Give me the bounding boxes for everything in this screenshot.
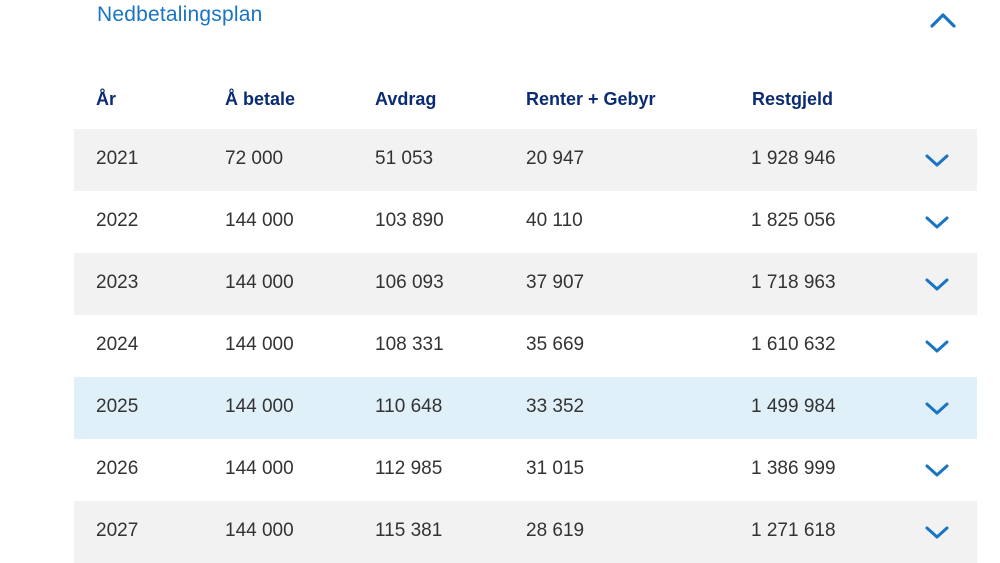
table-row[interactable]: 2024 144 000 108 331 35 669 1 610 632 [74, 315, 977, 377]
cell-to-pay: 144 000 [225, 334, 294, 355]
column-header-to-pay: Å betale [225, 89, 296, 109]
table-row[interactable]: 2026 144 000 112 985 31 015 1 386 999 [74, 439, 977, 501]
cell-year: 2023 [96, 272, 139, 293]
table-row[interactable]: 2025 144 000 110 648 33 352 1 499 984 [74, 377, 977, 439]
cell-interest-fee: 31 015 [526, 458, 585, 479]
chevron-down-icon[interactable] [924, 211, 950, 233]
cell-year: 2021 [96, 148, 139, 169]
chevron-down-icon[interactable] [924, 335, 950, 357]
column-header-remaining: Restgjeld [752, 89, 834, 109]
section-header: Nedbetalingsplan [0, 0, 1000, 40]
cell-to-pay: 144 000 [225, 458, 294, 479]
cell-to-pay: 144 000 [225, 272, 294, 293]
cell-year: 2025 [96, 396, 139, 417]
cell-year: 2022 [96, 210, 139, 231]
cell-installment: 112 985 [375, 458, 443, 479]
column-header-interest-fee: Renter + Gebyr [526, 89, 656, 109]
table-row[interactable]: 2023 144 000 106 093 37 907 1 718 963 [74, 253, 977, 315]
table-row[interactable]: 2022 144 000 103 890 40 110 1 825 056 [74, 191, 977, 253]
cell-installment: 51 053 [375, 148, 434, 169]
chevron-down-icon[interactable] [924, 459, 950, 481]
cell-to-pay: 144 000 [225, 520, 294, 541]
cell-interest-fee: 40 110 [526, 210, 583, 231]
chevron-down-icon[interactable] [924, 273, 950, 295]
table-row[interactable]: 2021 72 000 51 053 20 947 1 928 946 [74, 129, 977, 191]
cell-remaining: 1 825 056 [751, 210, 836, 231]
chevron-down-icon[interactable] [924, 521, 950, 543]
payment-plan-table: 2021 72 000 51 053 20 947 1 928 946 2022… [74, 129, 977, 563]
cell-interest-fee: 37 907 [526, 272, 585, 293]
cell-year: 2026 [96, 458, 139, 479]
cell-to-pay: 144 000 [225, 396, 294, 417]
cell-year: 2027 [96, 520, 139, 541]
cell-remaining: 1 499 984 [751, 396, 836, 417]
cell-installment: 115 381 [375, 520, 443, 541]
cell-remaining: 1 386 999 [751, 458, 836, 479]
cell-interest-fee: 20 947 [526, 148, 585, 169]
cell-remaining: 1 610 632 [751, 334, 836, 355]
chevron-down-icon[interactable] [924, 149, 950, 171]
cell-remaining: 1 718 963 [751, 272, 836, 293]
column-header-year: År [96, 89, 117, 109]
cell-to-pay: 144 000 [225, 210, 294, 231]
cell-installment: 110 648 [375, 396, 443, 417]
cell-installment: 106 093 [375, 272, 444, 293]
table-row[interactable]: 2027 144 000 115 381 28 619 1 271 618 [74, 501, 977, 563]
cell-remaining: 1 271 618 [751, 520, 836, 541]
cell-installment: 103 890 [375, 210, 444, 231]
chevron-down-icon[interactable] [924, 397, 950, 419]
cell-remaining: 1 928 946 [751, 148, 836, 169]
section-title[interactable]: Nedbetalingsplan [97, 3, 263, 26]
cell-interest-fee: 28 619 [526, 520, 585, 541]
cell-to-pay: 72 000 [225, 148, 284, 169]
cell-installment: 108 331 [375, 334, 444, 355]
table-header-row: År Å betale Avdrag Renter + Gebyr Restgj… [0, 86, 1000, 116]
cell-interest-fee: 35 669 [526, 334, 585, 355]
chevron-up-icon[interactable] [926, 4, 960, 32]
cell-interest-fee: 33 352 [526, 396, 585, 417]
cell-year: 2024 [96, 334, 139, 355]
column-header-installment: Avdrag [375, 89, 437, 109]
